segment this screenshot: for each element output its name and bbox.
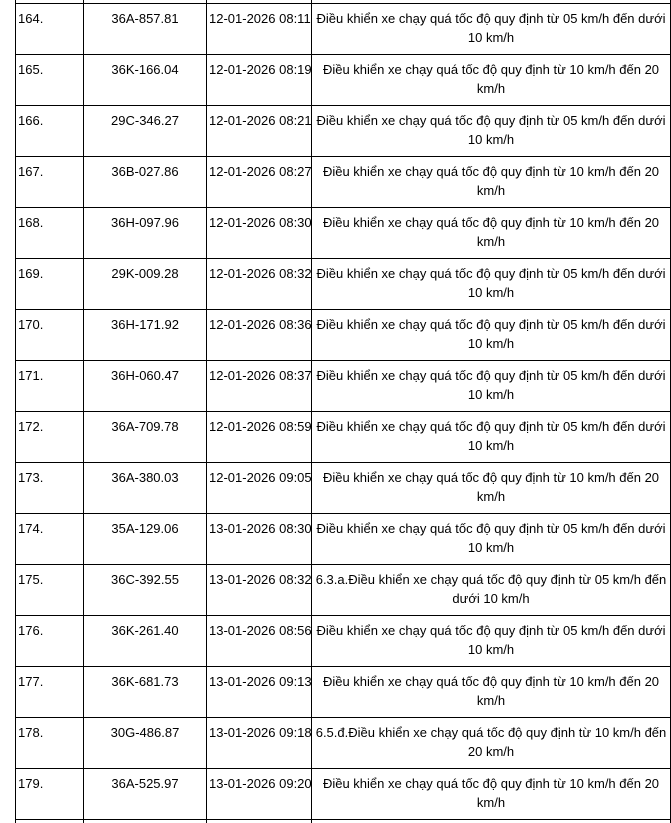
row-index-cell: 174. [15, 513, 84, 565]
datetime-cell: 12-01-2026 08:11 [206, 3, 312, 55]
row-index-cell: 175. [15, 564, 84, 616]
datetime-cell: 12-01-2026 08:32 [206, 258, 312, 310]
datetime-cell: 12-01-2026 08:30 [206, 207, 312, 259]
plate-cell: 36A-857.81 [83, 3, 207, 55]
violations-table: 164. 36A-857.81 12-01-2026 08:11 Điều khiển… [15, 0, 671, 823]
plate-cell: 36C-392.55 [83, 564, 207, 616]
table-row: 175. 36C-392.55 13-01-2026 08:32 6.3.a.Điều… [15, 564, 671, 616]
datetime-cell: 13-01-2026 08:30 [206, 513, 312, 565]
datetime-cell: 12-01-2026 08:27 [206, 156, 312, 208]
datetime-cell: 13-01-2026 08:56 [206, 615, 312, 667]
violation-cell: Điều khiển xe chạy quá tốc độ quy định t… [311, 309, 671, 361]
row-index-cell: 177. [15, 666, 84, 718]
datetime-cell: 13-01-2026 08:32 [206, 564, 312, 616]
violation-cell: Điều khiển xe chạy quá tốc độ quy định t… [311, 3, 671, 55]
row-index-cell: 170. [15, 309, 84, 361]
datetime-cell: 12-01-2026 08:21 [206, 105, 312, 157]
plate-cell: 36K-681.73 [83, 666, 207, 718]
violation-cell: Điều khiển xe chạy quá tốc độ quy định t… [311, 768, 671, 820]
plate-cell: 36K-261.40 [83, 615, 207, 667]
violation-cell: Điều khiển xe chạy quá tốc độ quy định t… [311, 666, 671, 718]
datetime-cell: 13-01-2026 09:20 [206, 768, 312, 820]
table-row: 177. 36K-681.73 13-01-2026 09:13 Điều khiển… [15, 666, 671, 718]
violation-cell: Điều khiển xe chạy quá tốc độ quy định t… [311, 54, 671, 106]
row-index-cell: 179. [15, 768, 84, 820]
datetime-cell: 12-01-2026 08:19 [206, 54, 312, 106]
datetime-cell: 13-01-2026 09:13 [206, 666, 312, 718]
row-index-cell: 171. [15, 360, 84, 412]
violation-cell: Điều khiển xe chạy quá tốc độ quy định t… [311, 462, 671, 514]
violation-cell: Điều khiển xe chạy quá tốc độ quy định t… [311, 360, 671, 412]
table-row: 174. 35A-129.06 13-01-2026 08:30 Điều khiển… [15, 513, 671, 565]
row-index-cell: 166. [15, 105, 84, 157]
violation-cell: Điều khiển xe chạy quá tốc độ quy định t… [311, 156, 671, 208]
plate-cell: 36H-060.47 [83, 360, 207, 412]
row-index-cell: 165. [15, 54, 84, 106]
violation-cell: 6.3.a.Điều khiển xe chạy quá tốc độ quy … [311, 564, 671, 616]
table-row: 169. 29K-009.28 12-01-2026 08:32 Điều khiển… [15, 258, 671, 310]
violation-cell: Điều khiển xe chạy quá tốc độ quy định t… [311, 513, 671, 565]
table-row: 166. 29C-346.27 12-01-2026 08:21 Điều khiển… [15, 105, 671, 157]
plate-cell: 36H-097.96 [83, 207, 207, 259]
plate-cell: 36H-171.92 [83, 309, 207, 361]
violation-cell: Điều khiển xe chạy quá tốc độ quy định t… [311, 411, 671, 463]
table-row: 164. 36A-857.81 12-01-2026 08:11 Điều khiển… [15, 3, 671, 55]
row-index-cell: 168. [15, 207, 84, 259]
row-index-cell: 176. [15, 615, 84, 667]
violation-cell: 6.5.đ.Điều khiển xe chạy quá tốc độ quy … [311, 717, 671, 769]
violations-table-body: 164. 36A-857.81 12-01-2026 08:11 Điều khiển… [15, 0, 671, 823]
table-row: 165. 36K-166.04 12-01-2026 08:19 Điều khiển… [15, 54, 671, 106]
table-row: 179. 36A-525.97 13-01-2026 09:20 Điều khiển… [15, 768, 671, 820]
table-row: 170. 36H-171.92 12-01-2026 08:36 Điều khiển… [15, 309, 671, 361]
table-row: 173. 36A-380.03 12-01-2026 09:05 Điều khiển… [15, 462, 671, 514]
table-row: 167. 36B-027.86 12-01-2026 08:27 Điều khiển… [15, 156, 671, 208]
datetime-cell: 12-01-2026 09:05 [206, 462, 312, 514]
violation-cell: Điều khiển xe chạy quá tốc độ quy định t… [311, 615, 671, 667]
plate-cell: 36A-709.78 [83, 411, 207, 463]
plate-cell: 36K-166.04 [83, 54, 207, 106]
datetime-cell: 12-01-2026 08:36 [206, 309, 312, 361]
datetime-cell: 13-01-2026 09:29 [206, 819, 312, 823]
plate-cell: 36B-027.86 [83, 156, 207, 208]
violation-cell: Điều khiển xe chạy quá tốc độ quy định t… [311, 105, 671, 157]
row-index-cell: 173. [15, 462, 84, 514]
plate-cell: 30G-486.87 [83, 717, 207, 769]
table-row: 178. 30G-486.87 13-01-2026 09:18 6.5.đ.Điều… [15, 717, 671, 769]
plate-cell: 36A-525.97 [83, 768, 207, 820]
table-row: 172. 36A-709.78 12-01-2026 08:59 Điều khiển… [15, 411, 671, 463]
plate-cell: 36A-380.03 [83, 462, 207, 514]
plate-cell: 29C-346.27 [83, 105, 207, 157]
plate-cell: 36K-261.40 [83, 819, 207, 823]
row-index-cell: 172. [15, 411, 84, 463]
violation-cell: Điều khiển xe chạy quá tốc độ quy định t… [311, 207, 671, 259]
row-index-cell: 164. [15, 3, 84, 55]
row-index-cell: 167. [15, 156, 84, 208]
plate-cell: 35A-129.06 [83, 513, 207, 565]
violation-cell: Điều khiển xe chạy quá tốc độ quy định t… [311, 819, 671, 823]
datetime-cell: 13-01-2026 09:18 [206, 717, 312, 769]
row-index-cell: 178. [15, 717, 84, 769]
datetime-cell: 12-01-2026 08:59 [206, 411, 312, 463]
row-index-cell: 180. [15, 819, 84, 823]
table-row: 171. 36H-060.47 12-01-2026 08:37 Điều khiển… [15, 360, 671, 412]
violation-cell: Điều khiển xe chạy quá tốc độ quy định t… [311, 258, 671, 310]
plate-cell: 29K-009.28 [83, 258, 207, 310]
table-row: 176. 36K-261.40 13-01-2026 08:56 Điều khiển… [15, 615, 671, 667]
datetime-cell: 12-01-2026 08:37 [206, 360, 312, 412]
table-row: 168. 36H-097.96 12-01-2026 08:30 Điều khiển… [15, 207, 671, 259]
row-index-cell: 169. [15, 258, 84, 310]
